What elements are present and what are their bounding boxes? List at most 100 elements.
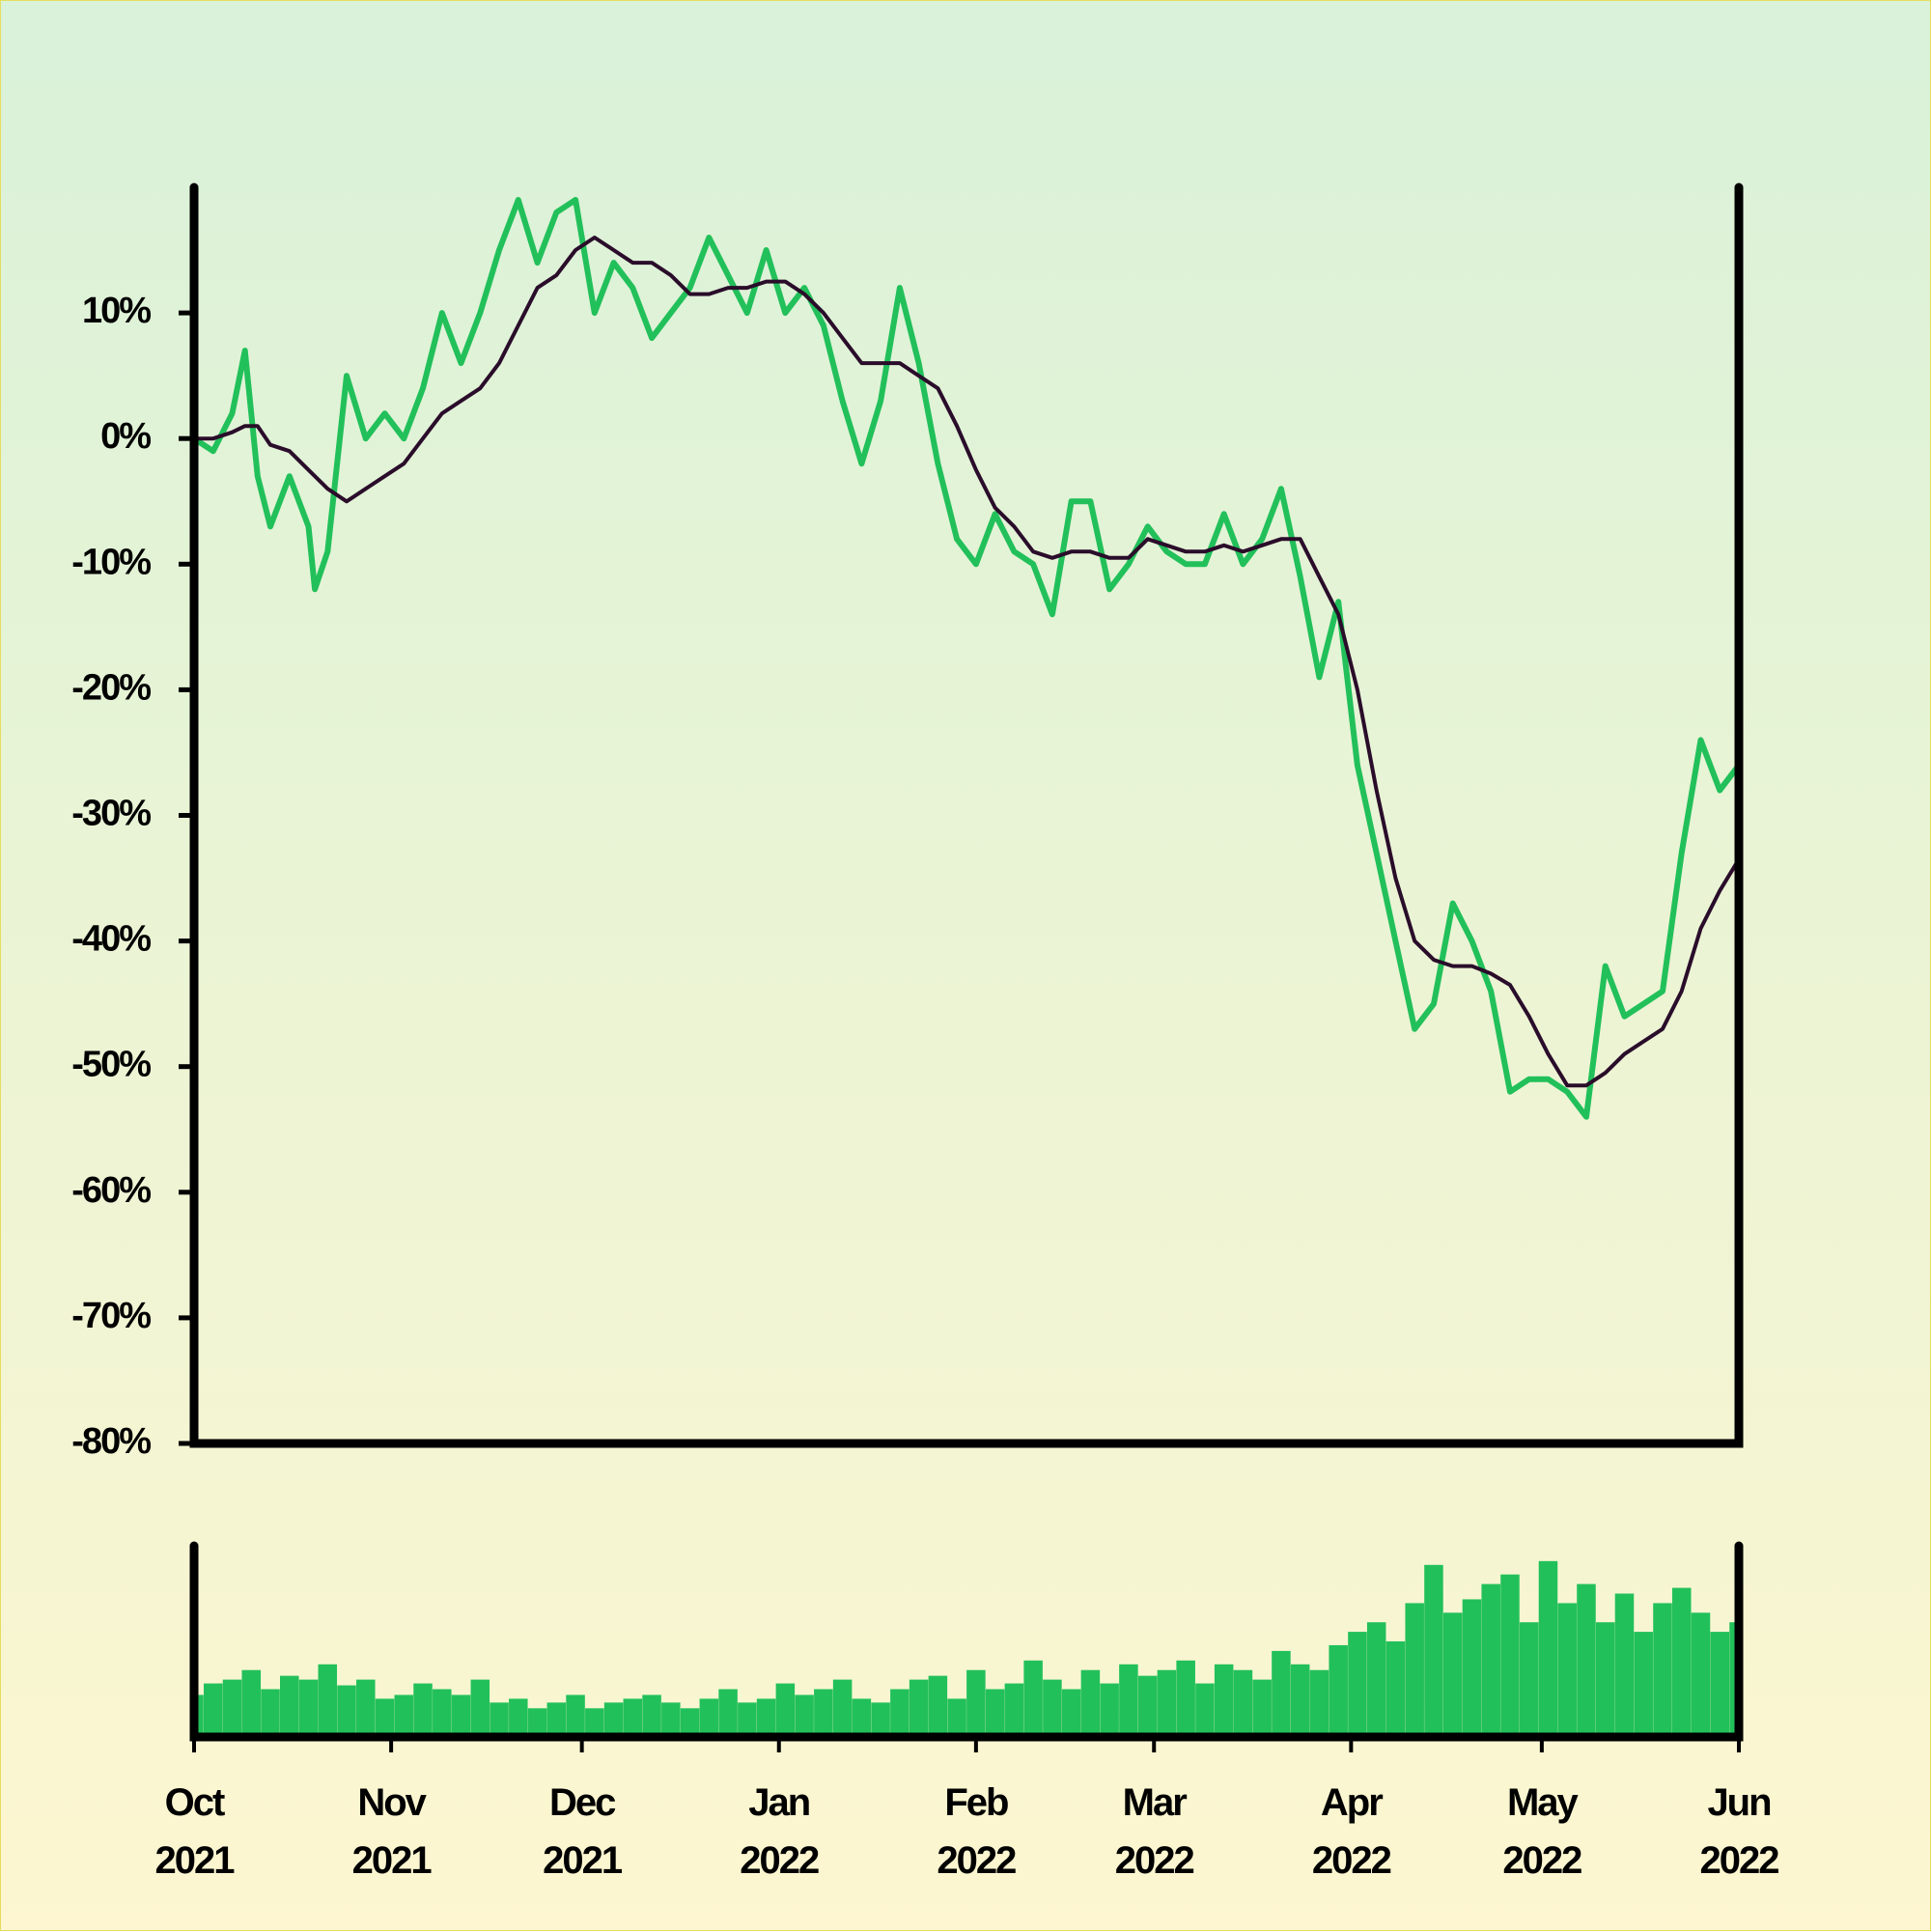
volume-bar — [1634, 1632, 1653, 1737]
y-tick-label: -10% — [71, 542, 151, 582]
volume-bar — [433, 1689, 452, 1737]
volume-bar — [527, 1708, 547, 1737]
volume-bar — [1405, 1603, 1424, 1737]
volume-bar — [356, 1679, 376, 1737]
volume-bar — [1519, 1622, 1539, 1737]
axis-frame — [189, 182, 1744, 1448]
volume-bar — [623, 1698, 643, 1737]
volume-bar — [1100, 1683, 1119, 1737]
volume-bar — [852, 1698, 872, 1737]
volume-bar — [1252, 1679, 1272, 1737]
volume-bar — [680, 1708, 700, 1737]
volume-bar — [470, 1679, 490, 1737]
volume-bar — [1385, 1641, 1406, 1737]
volume-bar — [1061, 1689, 1081, 1737]
volume-bar — [1671, 1587, 1692, 1737]
volume-bar — [546, 1702, 567, 1737]
volume-bar — [1157, 1669, 1177, 1737]
volume-bar — [1290, 1664, 1310, 1737]
volume-bar — [1366, 1622, 1386, 1737]
volume-bar — [832, 1679, 853, 1737]
volume-bar — [642, 1694, 661, 1737]
volume-bar — [738, 1702, 757, 1737]
volume-bar — [1710, 1632, 1730, 1737]
volume-bar — [1119, 1664, 1138, 1737]
volume-bar — [603, 1702, 624, 1737]
volume-bar — [947, 1698, 966, 1737]
volume-bar — [490, 1702, 509, 1737]
x-tick-label: Apr 2022 — [1311, 1781, 1392, 1882]
volume-bar — [585, 1708, 604, 1737]
volume-bar — [718, 1689, 738, 1737]
volume-bar — [1557, 1603, 1577, 1737]
volume-bar — [222, 1679, 242, 1737]
volume-bar — [566, 1694, 585, 1737]
series-line — [194, 236, 1741, 1088]
x-tick-label: Oct 2021 — [154, 1781, 236, 1882]
volume-bar — [1309, 1669, 1329, 1737]
x-tick-label: Mar 2022 — [1114, 1781, 1195, 1882]
y-tick-label: -50% — [71, 1045, 151, 1085]
volume-bar — [1214, 1664, 1234, 1737]
volume-bar — [1195, 1683, 1215, 1737]
volume-bar — [1653, 1603, 1672, 1737]
volume-bar — [1691, 1612, 1711, 1737]
volume-bar — [756, 1698, 776, 1737]
y-tick-label: 10% — [82, 291, 151, 331]
volume-bar — [318, 1664, 338, 1737]
x-tick-label: Jan 2022 — [740, 1781, 820, 1882]
x-tick-label: Feb 2022 — [937, 1781, 1017, 1882]
volume-bar — [966, 1669, 986, 1737]
volume-bar — [1233, 1669, 1253, 1737]
volume-bar — [1272, 1650, 1291, 1737]
volume-bar — [280, 1675, 299, 1737]
volume-bar — [1176, 1660, 1195, 1737]
volume-bar — [775, 1683, 796, 1737]
volume-bar — [699, 1698, 719, 1737]
y-tick-label: -40% — [71, 919, 151, 960]
volume-bar — [241, 1669, 262, 1737]
volume-bar — [1729, 1622, 1739, 1737]
y-tick-label: -30% — [71, 794, 151, 834]
volume-bar — [1137, 1675, 1158, 1737]
volume-bar — [509, 1698, 528, 1737]
volume-bar — [1442, 1612, 1463, 1737]
x-tick-label: Dec 2021 — [543, 1781, 623, 1882]
volume-bar — [871, 1702, 890, 1737]
volume-bar — [1348, 1632, 1367, 1737]
volume-bar — [1614, 1593, 1635, 1737]
volume-bar — [298, 1679, 319, 1737]
y-tick-label: -70% — [71, 1296, 151, 1336]
y-tick-label: -20% — [71, 667, 151, 708]
axis-frame — [189, 1541, 1744, 1742]
volume-bar — [394, 1694, 414, 1737]
volume-bar — [203, 1683, 223, 1737]
volume-bar — [1424, 1564, 1443, 1737]
y-tick-label: 0% — [100, 416, 151, 457]
volume-bar — [928, 1675, 948, 1737]
volume-bar — [451, 1694, 471, 1737]
volume-bar — [1462, 1599, 1482, 1737]
volume-bar — [890, 1689, 910, 1737]
volume-bar — [1080, 1669, 1101, 1737]
volume-bar — [1538, 1560, 1558, 1737]
volume-bar — [661, 1702, 681, 1737]
y-tick-label: -60% — [71, 1170, 151, 1211]
volume-bar — [1500, 1574, 1520, 1737]
volume-bar — [413, 1683, 433, 1737]
volume-bar — [1329, 1644, 1348, 1737]
volume-bar — [795, 1694, 814, 1737]
volume-bar — [1043, 1679, 1062, 1737]
x-tick-label: Nov 2021 — [351, 1781, 433, 1882]
x-tick-label: May 2022 — [1502, 1781, 1582, 1882]
volume-bar — [1004, 1683, 1024, 1737]
volume-bar — [337, 1685, 356, 1737]
volume-bar — [261, 1689, 280, 1737]
volume-bar — [375, 1698, 395, 1737]
volume-bar — [1577, 1583, 1596, 1737]
volume-bar — [985, 1689, 1005, 1737]
x-tick-label: Jun 2022 — [1699, 1781, 1780, 1882]
volume-bar — [909, 1679, 929, 1737]
